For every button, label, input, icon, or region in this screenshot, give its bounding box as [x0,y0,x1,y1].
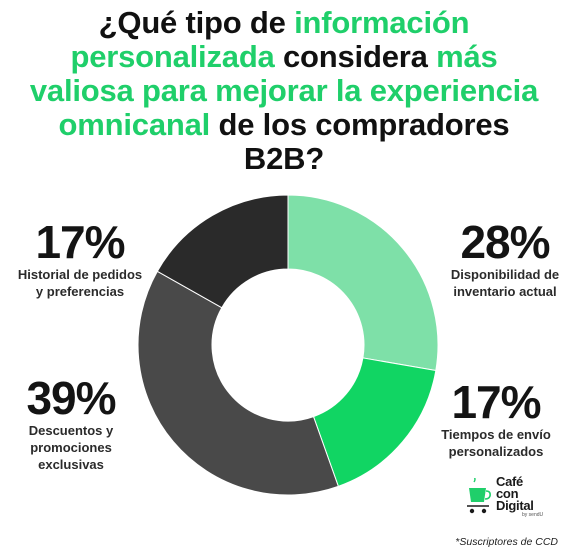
label-historial-value: 17% [35,216,125,268]
label-descuentos-value: 39% [26,372,116,424]
title-highlight-2: más valiosa para mejorar la experiencia … [29,39,539,142]
logo-line-2: con [496,486,519,501]
label-historial: 17% Historial de pedidos y preferencias [0,218,160,300]
label-historial-text-2: y preferencias [35,284,125,299]
label-disponibilidad: 28% Disponibilidad de inventario actual [425,218,568,300]
label-historial-text-1: Historial de pedidos [17,267,143,282]
title-highlight-1: información personalizada [70,5,470,74]
chart-title: ¿Qué tipo de información personalizada c… [24,6,544,176]
coffee-cup-cart-icon [467,478,491,514]
footnote: *Suscriptores de CCD [455,536,558,548]
title-part-2: considera [274,39,437,74]
logo-line-1: Café [496,474,523,489]
slice-descuentos [137,270,339,496]
label-descuentos-text-3: exclusivas [38,457,104,472]
label-tiempos: 17% Tiempos de envío personalizados [416,378,568,460]
label-descuentos-text-2: promociones [30,440,112,455]
slice-historial [156,194,289,309]
logo-line-3: Digital [496,498,534,513]
title-part-1: ¿Qué tipo de [98,5,295,40]
cafe-con-digital-logo: Café con Digital by sendU [466,474,552,520]
label-disponibilidad-text-1: Disponibilidad de [450,267,560,282]
label-disponibilidad-value: 28% [460,216,550,268]
label-descuentos: 39% Descuentos y promociones exclusivas [0,374,151,473]
slice-disponibilidad [287,194,439,372]
label-tiempos-text-2: personalizados [448,444,544,459]
logo-wordmark: Café con Digital [496,474,534,513]
label-descuentos-text-1: Descuentos y [28,423,114,438]
label-disponibilidad-text-2: inventario actual [453,284,557,299]
logo-byline: by sendU [522,512,544,518]
label-tiempos-text-1: Tiempos de envío [441,427,551,442]
title-part-3: de los compradores B2B? [210,107,510,176]
label-tiempos-value: 17% [451,376,541,428]
